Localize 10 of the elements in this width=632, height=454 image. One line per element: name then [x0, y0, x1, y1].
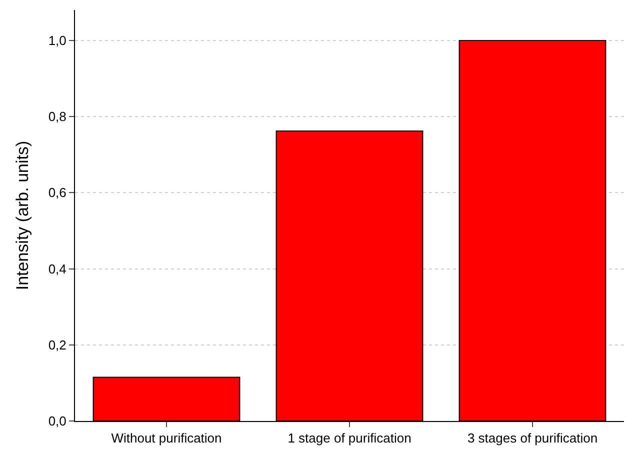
y-tick-label: 0,2	[48, 337, 66, 352]
x-tick-label: 3 stages of purification	[467, 430, 598, 446]
y-tick-label: 0,0	[48, 414, 66, 429]
y-tick-label: 0,4	[48, 261, 66, 276]
x-tick-label: Without purification	[111, 430, 222, 446]
x-tick-label: 1 stage of purification	[288, 430, 412, 446]
y-axis-title: Intensity (arb. units)	[12, 140, 32, 290]
y-tick-label: 0,6	[48, 185, 66, 200]
y-tick-label: 0,8	[48, 109, 66, 124]
y-tick-label: 1,0	[48, 32, 66, 48]
